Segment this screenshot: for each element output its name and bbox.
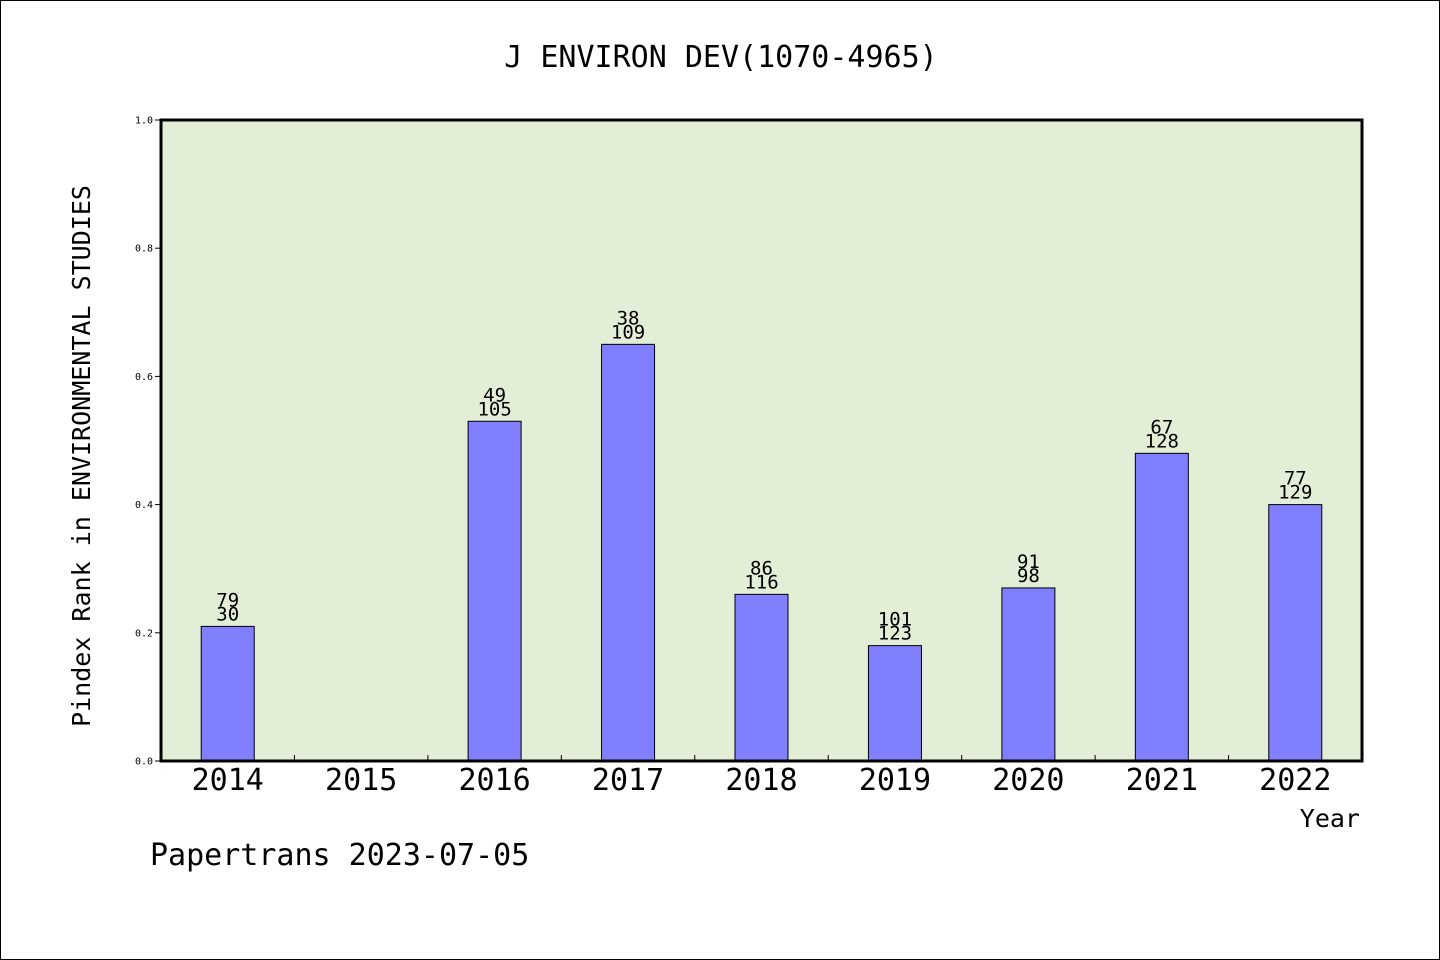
bar-label-bottom: 98 [1017,565,1040,587]
x-tick-label: 2016 [458,763,530,798]
bar [1268,504,1323,762]
bar-label-top: 77 [1284,468,1307,490]
y-tick-label: 0.8 [135,244,153,255]
bar-label-bottom: 128 [1145,430,1179,452]
bar [200,625,255,762]
y-tick-label: 0.6 [135,372,153,383]
bar-label-bottom: 30 [216,603,239,625]
footer-text: Papertrans 2023-07-05 [150,838,529,873]
bar [1001,587,1056,762]
y-axis-label: Pindex Rank in ENVIRONMENTAL STUDIES [67,185,96,727]
bar-label-top: 86 [750,557,773,579]
bar-label-bottom: 116 [744,571,778,593]
x-tick-label: 2018 [725,763,797,798]
bar-label-top: 79 [216,589,239,611]
y-tick-label: 1.0 [135,116,153,127]
y-axis: 0.0 0.2 0.4 0.6 0.8 1.0 [135,116,161,768]
bar-label-top: 38 [617,307,640,329]
x-axis-label: Year [1300,804,1360,833]
x-tick-label: 2019 [859,763,931,798]
bar-label-bottom: 123 [878,623,912,645]
bar [734,593,789,762]
bar [467,420,522,762]
y-tick-label: 0.0 [135,757,153,768]
x-tick-label: 2015 [325,763,397,798]
x-tick-label: 2014 [192,763,264,798]
plot-border [159,118,1364,763]
x-tick-label: 2017 [592,763,664,798]
bar [867,645,922,762]
bar [601,343,656,762]
bar-label-top: 101 [878,609,912,631]
bar-label-top: 49 [483,384,506,406]
chart-title: J ENVIRON DEV(1070-4965) [504,40,937,75]
y-tick-label: 0.4 [135,500,153,511]
x-tick-label: 2020 [992,763,1064,798]
bar-label-bottom: 129 [1278,482,1312,504]
bar-label-bottom: 109 [611,321,645,343]
bar [1134,452,1189,762]
bar-label-bottom: 105 [477,398,511,420]
y-tick-label: 0.2 [135,628,153,639]
bar-label-top: 91 [1017,551,1040,573]
x-axis: 2014 2015 2016 2017 2018 2019 2020 2021 2022 [192,755,1331,798]
bar-label-top: 67 [1150,416,1173,438]
x-tick-label: 2021 [1126,763,1198,798]
x-tick-label: 2022 [1259,763,1331,798]
